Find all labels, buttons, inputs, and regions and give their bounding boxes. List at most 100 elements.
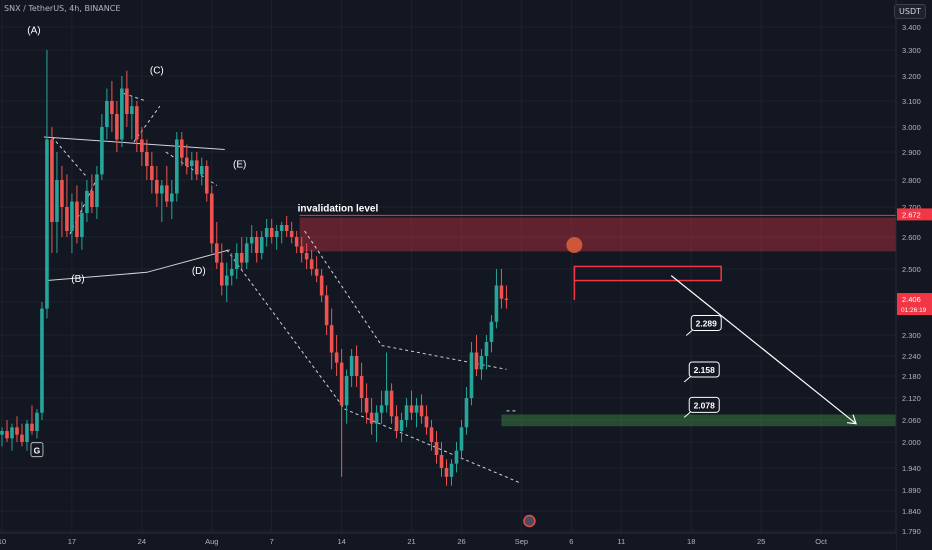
x-tick-label: 11 xyxy=(617,537,625,546)
candle-body xyxy=(279,225,284,231)
y-tick-label: 3.100 xyxy=(902,97,921,106)
invalidation-zone xyxy=(299,217,896,252)
y-tick-label: 3.200 xyxy=(902,72,921,81)
y-tick-label: 2.800 xyxy=(902,176,921,185)
candle-body xyxy=(90,190,94,207)
target-pointer xyxy=(683,410,692,418)
y-tick-label: 1.890 xyxy=(902,486,921,495)
y-tick-label: 2.180 xyxy=(902,372,921,381)
g-label-box xyxy=(30,442,44,458)
price-label-bg xyxy=(897,208,932,221)
candle-body xyxy=(219,262,224,286)
candle-body xyxy=(130,106,134,114)
target-pointer xyxy=(685,329,694,336)
candle-body xyxy=(429,427,434,442)
candle-body xyxy=(95,174,99,207)
x-tick-label: Aug xyxy=(205,537,218,546)
candle-body xyxy=(140,139,144,152)
candle-body xyxy=(85,190,89,213)
wave-label: (B) xyxy=(71,274,84,285)
target-label: 2.078 xyxy=(694,400,716,410)
marker-circle xyxy=(566,237,583,253)
trendline-4 xyxy=(123,93,147,102)
candle-body xyxy=(199,166,204,175)
candle-body xyxy=(434,442,439,455)
symbol-header: SNX / TetherUS, 4h, BINANCE xyxy=(4,4,121,13)
price-label-countdown: 01:26:19 xyxy=(901,307,927,314)
candle-body xyxy=(50,139,54,222)
wave-label: (C) xyxy=(150,65,164,76)
trendline-0 xyxy=(43,136,225,150)
x-tick-label: 26 xyxy=(457,537,465,546)
candle-body xyxy=(35,412,39,431)
candle-body xyxy=(469,352,474,398)
candle-body xyxy=(224,275,229,286)
candle-body xyxy=(314,269,319,276)
candle-body xyxy=(504,298,509,301)
candle-body xyxy=(274,231,279,237)
x-tick-label: 18 xyxy=(687,537,695,546)
price-axis xyxy=(896,0,932,550)
candle-body xyxy=(419,405,424,417)
candle-body xyxy=(5,431,9,439)
candle-body xyxy=(165,185,169,202)
candle-body xyxy=(404,405,409,420)
candle-body xyxy=(474,352,479,370)
candle-body xyxy=(204,166,209,194)
currency-button[interactable]: USDT xyxy=(894,4,926,19)
candle-body xyxy=(209,193,214,244)
y-tick-label: 2.700 xyxy=(902,203,921,212)
candle-body xyxy=(40,308,44,413)
candle-body xyxy=(214,243,219,263)
time-axis xyxy=(0,533,896,550)
x-tick-label: 25 xyxy=(757,537,765,546)
event-marker-icon[interactable] xyxy=(523,514,536,528)
candle-body xyxy=(364,398,369,413)
candle-body xyxy=(184,157,189,166)
candle-body xyxy=(80,213,84,237)
candle-body xyxy=(150,166,154,180)
target-box xyxy=(688,396,720,413)
candle-body xyxy=(289,231,294,237)
candle-body xyxy=(30,423,34,431)
candle-body xyxy=(494,285,499,322)
candle-body xyxy=(189,160,194,166)
candle-body xyxy=(454,450,459,464)
candle-body xyxy=(339,362,344,406)
candle-body xyxy=(234,253,239,269)
g-label: G xyxy=(34,446,41,456)
candle-body xyxy=(259,237,264,253)
candle-body xyxy=(155,180,159,194)
candle-body xyxy=(254,237,259,253)
x-tick-label: 14 xyxy=(337,537,345,546)
candle-body xyxy=(194,160,199,175)
price-label-bg xyxy=(897,293,932,316)
y-tick-label: 1.940 xyxy=(902,464,921,473)
candle-body xyxy=(414,405,419,413)
candle-body xyxy=(10,427,14,439)
price-label: 2.672 xyxy=(902,210,921,219)
projection-arrow xyxy=(670,275,857,425)
candle-body xyxy=(399,420,404,431)
candle-body xyxy=(179,139,184,158)
candle-body xyxy=(25,423,29,442)
trendline-2 xyxy=(51,136,88,178)
candle-body xyxy=(264,228,269,237)
y-tick-label: 2.060 xyxy=(902,416,921,425)
candle-body xyxy=(70,201,74,231)
candle-body xyxy=(60,180,64,207)
target-box xyxy=(690,314,722,331)
candle-body xyxy=(229,269,234,276)
candle-body xyxy=(374,412,379,424)
candle-body xyxy=(0,431,4,435)
y-tick-label: 2.900 xyxy=(902,148,921,157)
candle-body xyxy=(389,390,394,417)
x-tick-label: Sep xyxy=(515,537,528,546)
candle-body xyxy=(75,201,79,237)
candle-body xyxy=(304,253,309,260)
y-tick-label: 2.300 xyxy=(902,331,921,340)
wave-label: (D) xyxy=(192,266,206,277)
candle-body xyxy=(324,295,329,326)
candle-body xyxy=(489,321,494,342)
